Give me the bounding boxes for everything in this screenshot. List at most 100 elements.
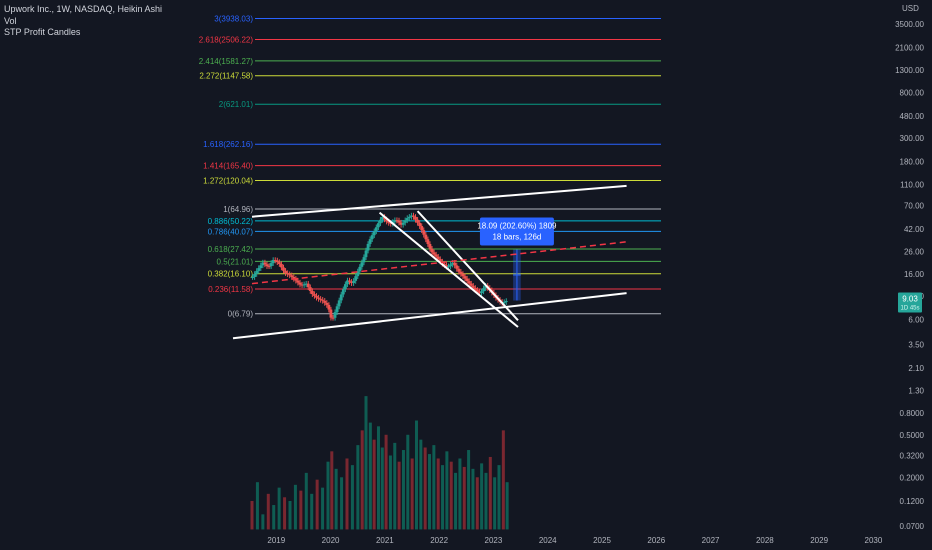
time-axis[interactable]: 2019 2020 2021 2022 2023 2024 2025 2026 2027 2028… xyxy=(0,533,932,550)
volume-bar xyxy=(340,477,344,530)
candle-body xyxy=(412,215,415,217)
candle-body xyxy=(480,291,483,294)
price-axis-currency: USD xyxy=(902,4,919,13)
candle-body xyxy=(463,276,467,279)
fib-retracement[interactable]: 3(3938.03) 2.618(2506.22) 2.414(1581.27) 2.… xyxy=(199,15,661,319)
candle-body xyxy=(420,226,424,231)
price-axis-tick: 26.00 xyxy=(904,247,925,256)
price-axis-tick: 0.2000 xyxy=(900,473,925,482)
candle-body xyxy=(428,243,432,249)
trend-line[interactable] xyxy=(416,210,519,321)
candle-body xyxy=(282,267,285,271)
candle-body xyxy=(436,256,440,260)
candle-body xyxy=(397,220,401,223)
volume-bar xyxy=(432,445,436,530)
candle-body xyxy=(358,266,362,272)
legend-volume-label[interactable]: Vol xyxy=(4,15,17,26)
candle-body xyxy=(267,266,271,268)
fib-level-label: 0.5(21.01) xyxy=(217,257,254,266)
candle-body xyxy=(418,222,422,227)
price-axis-tick: 480.00 xyxy=(900,112,925,121)
price-axis-tick: 300.00 xyxy=(900,134,925,143)
volume-bar xyxy=(310,493,314,530)
candle-body xyxy=(407,216,411,219)
volume-bar xyxy=(445,451,449,530)
time-axis-tick: 2022 xyxy=(430,536,448,545)
price-axis-tick: 3500.00 xyxy=(895,20,924,29)
measure-tool[interactable]: 18.09 (202.60%) 1809 18 bars, 126d xyxy=(477,217,557,301)
candle-body xyxy=(473,287,477,290)
trend-lines[interactable] xyxy=(232,184,627,340)
candle-body xyxy=(368,239,372,244)
volume-bar xyxy=(334,468,338,530)
candle-body xyxy=(438,259,442,262)
candle-body xyxy=(504,300,508,303)
candle-body xyxy=(459,271,463,274)
volume-bar xyxy=(266,493,270,530)
price-axis-tick: 0.5000 xyxy=(900,431,925,440)
candle-body xyxy=(319,298,323,300)
volume-bar xyxy=(261,514,265,530)
volume-bar xyxy=(283,497,287,530)
candle-body xyxy=(379,219,382,224)
legend-indicator-label[interactable]: STP Profit Candles xyxy=(4,27,81,37)
candle-body xyxy=(315,295,318,298)
candle-body xyxy=(366,243,370,251)
volume-bar xyxy=(436,458,440,530)
time-axis-tick: 2027 xyxy=(702,536,720,545)
time-axis-tick: 2023 xyxy=(485,536,503,545)
measure-tooltip[interactable] xyxy=(479,217,554,246)
candle-body xyxy=(343,284,347,290)
volume-bar xyxy=(401,450,405,530)
candle-body xyxy=(310,290,314,295)
candle-body xyxy=(409,215,413,217)
volume-bars xyxy=(250,396,509,530)
fib-level-label: 2.272(1147.58) xyxy=(199,72,253,81)
dashed-trend-line[interactable] xyxy=(251,241,627,285)
candle-body xyxy=(313,294,316,296)
candle-body xyxy=(341,289,345,295)
price-axis[interactable]: USD 3500.00 2100.00 1300.00 800.00 480.00 300.… xyxy=(890,0,932,531)
candle-body xyxy=(447,266,450,268)
candle-body xyxy=(280,263,283,268)
fib-level-label: 0(6.79) xyxy=(228,310,254,319)
measure-tooltip-line2: 18 bars, 126d xyxy=(492,232,541,241)
legend-symbol-title[interactable]: Upwork Inc., 1W, NASDAQ, Heikin Ashi xyxy=(4,4,163,14)
volume-bar xyxy=(356,445,360,530)
fib-level-label: 1.272(120.04) xyxy=(203,176,253,185)
volume-bar xyxy=(315,479,319,530)
price-axis-tick: 110.00 xyxy=(900,181,924,190)
candle-body xyxy=(449,264,452,267)
candle-body xyxy=(426,239,430,244)
candle-body xyxy=(331,317,335,319)
candle-body xyxy=(395,220,399,222)
volume-bar xyxy=(475,477,479,530)
candle-body xyxy=(251,276,254,278)
candle-body xyxy=(430,248,434,253)
fib-level-label: 3(3938.03) xyxy=(214,15,253,24)
volume-bar xyxy=(441,465,445,530)
time-axis-tick: 2020 xyxy=(322,536,340,545)
volume-bar xyxy=(458,458,462,530)
volume-bar xyxy=(330,451,334,530)
trend-line[interactable] xyxy=(232,292,627,340)
last-price-badge[interactable] xyxy=(898,292,922,313)
volume-bar xyxy=(326,461,330,530)
candle-body xyxy=(453,262,457,266)
candle-body xyxy=(296,280,300,283)
candle-body xyxy=(389,222,393,224)
trend-line[interactable] xyxy=(378,211,519,328)
candle-body xyxy=(465,278,469,282)
volume-bar xyxy=(493,477,497,530)
candle-body xyxy=(306,283,310,288)
candle-body xyxy=(304,283,308,285)
candle-body xyxy=(484,285,488,289)
trend-line[interactable] xyxy=(251,184,627,218)
candle-body xyxy=(263,262,267,265)
volume-bar xyxy=(368,422,372,530)
time-axis-background xyxy=(0,533,932,550)
candle-body xyxy=(329,309,333,318)
candle-body xyxy=(288,274,292,276)
candle-body xyxy=(360,262,364,267)
